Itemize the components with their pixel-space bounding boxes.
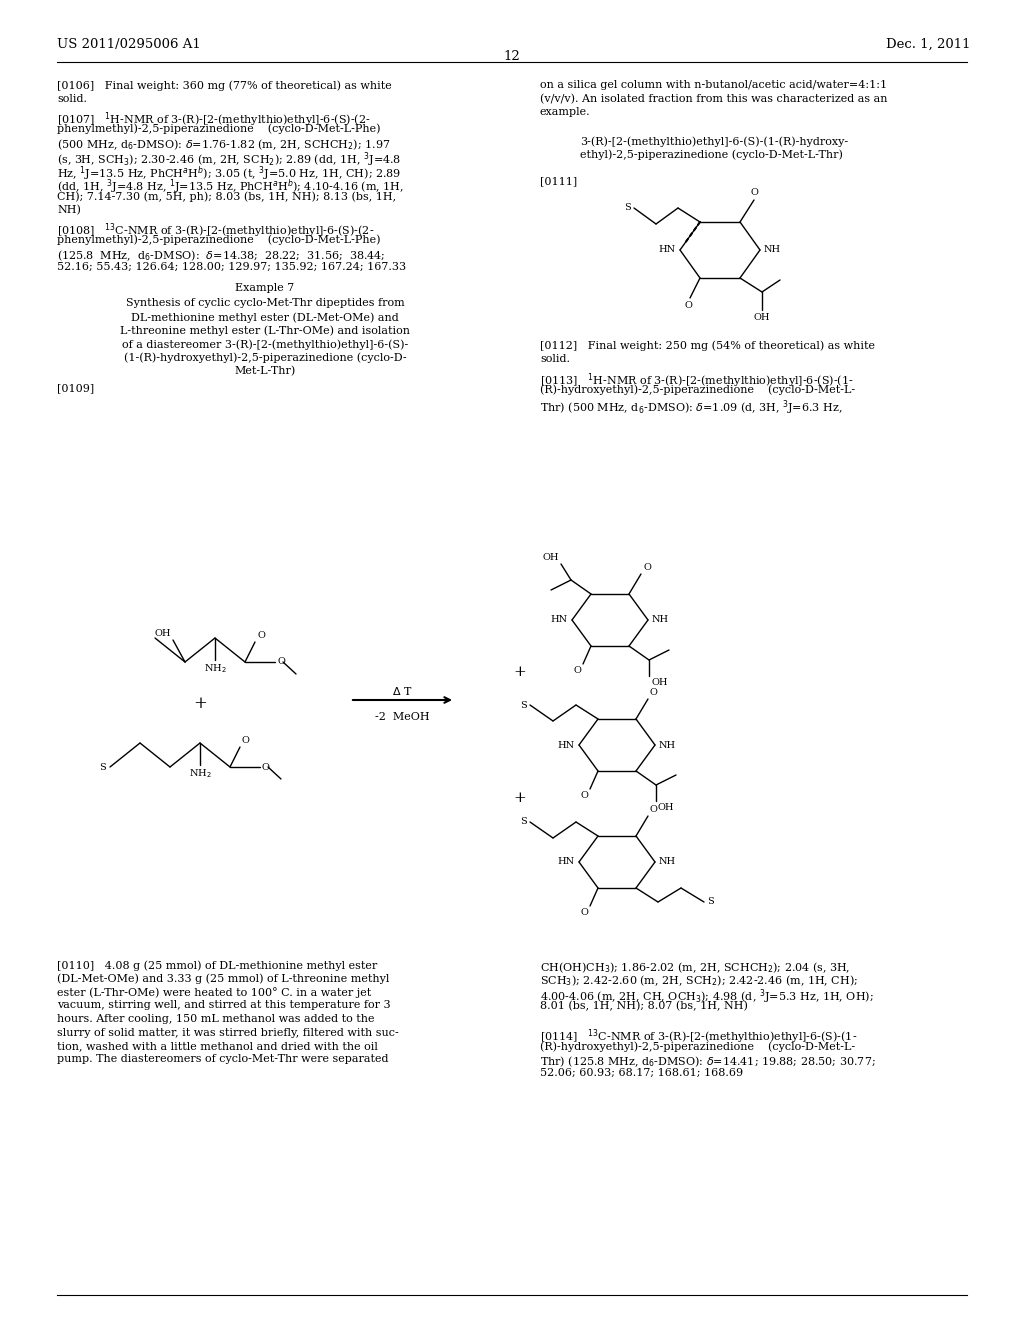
Text: pump. The diastereomers of cyclo-Met-Thr were separated: pump. The diastereomers of cyclo-Met-Thr… xyxy=(57,1055,388,1064)
Text: O: O xyxy=(278,657,285,667)
Text: hours. After cooling, 150 mL methanol was added to the: hours. After cooling, 150 mL methanol wa… xyxy=(57,1014,375,1024)
Text: Hz, $^1$J=13.5 Hz, PhCH$^a$H$^b$); 3.05 (t, $^3$J=5.0 Hz, 1H, CH); 2.89: Hz, $^1$J=13.5 Hz, PhCH$^a$H$^b$); 3.05 … xyxy=(57,164,401,182)
Text: O: O xyxy=(581,908,588,917)
Text: HN: HN xyxy=(551,615,568,624)
Text: S: S xyxy=(520,817,527,826)
Text: Example 7: Example 7 xyxy=(236,282,295,293)
Text: [0110]   4.08 g (25 mmol) of DL-methionine methyl ester: [0110] 4.08 g (25 mmol) of DL-methionine… xyxy=(57,960,377,970)
Text: phenylmethyl)-2,5-piperazinedione    (cyclo-D-Met-L-Phe): phenylmethyl)-2,5-piperazinedione (cyclo… xyxy=(57,235,381,246)
Text: [0111]: [0111] xyxy=(540,177,578,186)
Text: (DL-Met-OMe) and 3.33 g (25 mmol) of L-threonine methyl: (DL-Met-OMe) and 3.33 g (25 mmol) of L-t… xyxy=(57,974,389,985)
Text: [0109]: [0109] xyxy=(57,384,94,393)
Text: 3-(R)-[2-(methylthio)ethyl]-6-(S)-(1-(R)-hydroxy-: 3-(R)-[2-(methylthio)ethyl]-6-(S)-(1-(R)… xyxy=(580,136,848,147)
Text: NH: NH xyxy=(652,615,669,624)
Text: 4.00-4.06 (m, 2H, CH, OCH$_3$); 4.98 (d, $^3$J=5.3 Hz, 1H, OH);: 4.00-4.06 (m, 2H, CH, OCH$_3$); 4.98 (d,… xyxy=(540,987,873,1006)
Text: S: S xyxy=(520,701,527,710)
Text: [0114]   $^{13}$C-NMR of 3-(R)-[2-(methylthio)ethyl]-6-(S)-(1-: [0114] $^{13}$C-NMR of 3-(R)-[2-(methylt… xyxy=(540,1027,857,1045)
Text: +: + xyxy=(194,694,207,711)
Text: NH): NH) xyxy=(57,205,81,215)
Text: ethyl)-2,5-piperazinedione (cyclo-D-Met-L-Thr): ethyl)-2,5-piperazinedione (cyclo-D-Met-… xyxy=(580,149,843,160)
Text: [0106]   Final weight: 360 mg (77% of theoretical) as white: [0106] Final weight: 360 mg (77% of theo… xyxy=(57,81,392,91)
Text: slurry of solid matter, it was stirred briefly, filtered with suc-: slurry of solid matter, it was stirred b… xyxy=(57,1027,398,1038)
Text: O: O xyxy=(750,187,758,197)
Text: O: O xyxy=(242,737,250,744)
Text: (R)-hydroxyethyl)-2,5-piperazinedione    (cyclo-D-Met-L-: (R)-hydroxyethyl)-2,5-piperazinedione (c… xyxy=(540,1041,855,1052)
Text: OH: OH xyxy=(658,803,675,812)
Text: HN: HN xyxy=(658,246,676,255)
Text: O: O xyxy=(650,805,657,814)
Text: (1-(R)-hydroxyethyl)-2,5-piperazinedione (cyclo-D-: (1-(R)-hydroxyethyl)-2,5-piperazinedione… xyxy=(124,352,407,363)
Text: example.: example. xyxy=(540,107,591,117)
Text: NH$_2$: NH$_2$ xyxy=(188,767,211,780)
Text: S: S xyxy=(707,898,714,907)
Text: L-threonine methyl ester (L-Thr-OMe) and isolation: L-threonine methyl ester (L-Thr-OMe) and… xyxy=(120,326,410,337)
Text: vacuum, stirring well, and stirred at this temperature for 3: vacuum, stirring well, and stirred at th… xyxy=(57,1001,390,1011)
Text: O: O xyxy=(643,564,651,572)
Text: OH: OH xyxy=(651,678,668,686)
Text: HN: HN xyxy=(558,858,575,866)
Text: CH(OH)CH$_3$); 1.86-2.02 (m, 2H, SCHCH$_2$); 2.04 (s, 3H,: CH(OH)CH$_3$); 1.86-2.02 (m, 2H, SCHCH$_… xyxy=(540,960,850,974)
Text: +: + xyxy=(514,791,526,805)
Text: NH: NH xyxy=(659,858,676,866)
Text: S: S xyxy=(99,763,106,771)
Text: phenylmethyl)-2,5-piperazinedione    (cyclo-D-Met-L-Phe): phenylmethyl)-2,5-piperazinedione (cyclo… xyxy=(57,124,381,135)
Text: (dd, 1H, $^3$J=4.8 Hz, $^1$J=13.5 Hz, PhCH$^a$H$^b$); 4.10-4.16 (m, 1H,: (dd, 1H, $^3$J=4.8 Hz, $^1$J=13.5 Hz, Ph… xyxy=(57,177,403,197)
Text: O: O xyxy=(581,791,588,800)
Text: O: O xyxy=(262,763,270,771)
Text: CH); 7.14-7.30 (m, 5H, ph); 8.03 (bs, 1H, NH); 8.13 (bs, 1H,: CH); 7.14-7.30 (m, 5H, ph); 8.03 (bs, 1H… xyxy=(57,191,396,202)
Text: DL-methionine methyl ester (DL-Met-OMe) and: DL-methionine methyl ester (DL-Met-OMe) … xyxy=(131,312,399,322)
Text: Synthesis of cyclic cyclo-Met-Thr dipeptides from: Synthesis of cyclic cyclo-Met-Thr dipept… xyxy=(126,298,404,309)
Text: $\Delta$ T: $\Delta$ T xyxy=(392,685,413,697)
Text: 8.01 (bs, 1H, NH); 8.07 (bs, 1H, NH): 8.01 (bs, 1H, NH); 8.07 (bs, 1H, NH) xyxy=(540,1001,748,1011)
Text: +: + xyxy=(514,665,526,678)
Text: Met-L-Thr): Met-L-Thr) xyxy=(234,366,296,376)
Text: O: O xyxy=(257,631,265,640)
Text: [0112]   Final weight: 250 mg (54% of theoretical) as white: [0112] Final weight: 250 mg (54% of theo… xyxy=(540,341,874,351)
Text: O: O xyxy=(684,301,692,310)
Text: (R)-hydroxyethyl)-2,5-piperazinedione    (cyclo-D-Met-L-: (R)-hydroxyethyl)-2,5-piperazinedione (c… xyxy=(540,384,855,395)
Text: S: S xyxy=(625,203,631,213)
Text: of a diastereomer 3-(R)-[2-(methylthio)ethyl]-6-(S)-: of a diastereomer 3-(R)-[2-(methylthio)e… xyxy=(122,339,409,350)
Text: OH: OH xyxy=(155,630,171,638)
Text: HN: HN xyxy=(558,741,575,750)
Text: OH: OH xyxy=(754,313,770,322)
Text: OH: OH xyxy=(543,553,559,562)
Text: Dec. 1, 2011: Dec. 1, 2011 xyxy=(886,38,970,51)
Text: US 2011/0295006 A1: US 2011/0295006 A1 xyxy=(57,38,201,51)
Text: tion, washed with a little methanol and dried with the oil: tion, washed with a little methanol and … xyxy=(57,1041,378,1051)
Text: NH: NH xyxy=(764,246,781,255)
Text: (125.8  MHz,  d$_6$-DMSO):  $\delta$=14.38;  28.22;  31.56;  38.44;: (125.8 MHz, d$_6$-DMSO): $\delta$=14.38;… xyxy=(57,248,385,263)
Text: (v/v/v). An isolated fraction from this was characterized as an: (v/v/v). An isolated fraction from this … xyxy=(540,94,888,104)
Text: ester (L-Thr-OMe) were heated to 100° C. in a water jet: ester (L-Thr-OMe) were heated to 100° C.… xyxy=(57,987,372,998)
Text: -2  MeOH: -2 MeOH xyxy=(375,711,429,722)
Text: 12: 12 xyxy=(504,50,520,63)
Text: [0108]   $^{13}$C-NMR of 3-(R)-[2-(methylthio)ethyl]-6-(S)-(2-: [0108] $^{13}$C-NMR of 3-(R)-[2-(methylt… xyxy=(57,220,375,240)
Text: [0113]   $^{1}$H-NMR of 3-(R)-[2-(methylthio)ethyl]-6-(S)-(1-: [0113] $^{1}$H-NMR of 3-(R)-[2-(methylth… xyxy=(540,371,854,389)
Text: NH$_2$: NH$_2$ xyxy=(204,663,226,675)
Text: (500 MHz, d$_6$-DMSO): $\delta$=1.76-1.82 (m, 2H, SCHCH$_2$); 1.97: (500 MHz, d$_6$-DMSO): $\delta$=1.76-1.8… xyxy=(57,137,390,152)
Text: solid.: solid. xyxy=(540,354,570,363)
Text: SCH$_3$); 2.42-2.60 (m, 2H, SCH$_2$); 2.42-2.46 (m, 1H, CH);: SCH$_3$); 2.42-2.60 (m, 2H, SCH$_2$); 2.… xyxy=(540,974,858,989)
Text: Thr) (500 MHz, d$_6$-DMSO): $\delta$=1.09 (d, 3H, $^3$J=6.3 Hz,: Thr) (500 MHz, d$_6$-DMSO): $\delta$=1.0… xyxy=(540,399,843,417)
Text: O: O xyxy=(650,688,657,697)
Text: (s, 3H, SCH$_3$); 2.30-2.46 (m, 2H, SCH$_2$); 2.89 (dd, 1H, $^3$J=4.8: (s, 3H, SCH$_3$); 2.30-2.46 (m, 2H, SCH$… xyxy=(57,150,401,169)
Text: 52.06; 60.93; 68.17; 168.61; 168.69: 52.06; 60.93; 68.17; 168.61; 168.69 xyxy=(540,1068,743,1078)
Text: NH: NH xyxy=(659,741,676,750)
Text: 52.16; 55.43; 126.64; 128.00; 129.97; 135.92; 167.24; 167.33: 52.16; 55.43; 126.64; 128.00; 129.97; 13… xyxy=(57,261,407,272)
Text: O: O xyxy=(573,667,581,675)
Text: Thr) (125.8 MHz, d$_6$-DMSO): $\delta$=14.41; 19.88; 28.50; 30.77;: Thr) (125.8 MHz, d$_6$-DMSO): $\delta$=1… xyxy=(540,1055,876,1069)
Text: on a silica gel column with n-butanol/acetic acid/water=4:1:1: on a silica gel column with n-butanol/ac… xyxy=(540,81,887,90)
Text: solid.: solid. xyxy=(57,94,87,103)
Text: [0107]   $^{1}$H-NMR of 3-(R)-[2-(methylthio)ethyl]-6-(S)-(2-: [0107] $^{1}$H-NMR of 3-(R)-[2-(methylth… xyxy=(57,110,371,128)
